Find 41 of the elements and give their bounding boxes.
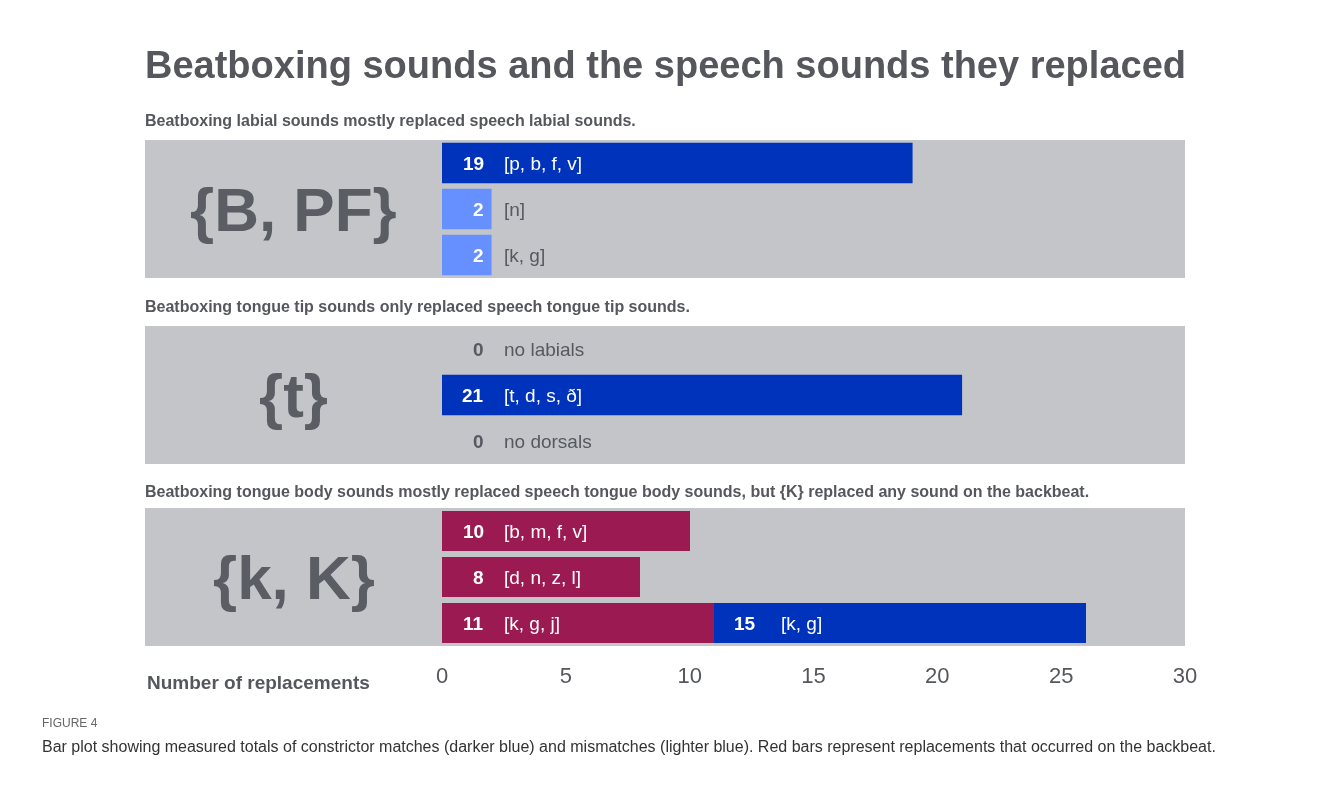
y-tick-label: [k, g, j] [504,613,560,634]
x-tick-label: 5 [559,663,572,688]
chart-subtitle: Beatboxing labial sounds mostly replaced speech labial sounds. [145,112,636,130]
bar [442,602,715,644]
bar [442,510,690,552]
annotation: [k, g] [781,613,823,634]
data-label: 2 [473,199,484,220]
x-tick-label: 30 [1172,663,1198,688]
data-label: 21 [462,385,484,406]
y-tick-label: [b, m, f, v] [504,521,588,542]
x-tick-label: 0 [435,663,449,688]
data-label: 2 [473,245,484,266]
y-tick-label: [t, d, s, ð] [504,385,583,406]
text: Bar plot showing measured totals of constrictor matches (darker blue) and mismatches (lighter blue). Red bars represent replacements that occurred on the backbeat. [42,737,1217,757]
data-label: 11 [463,613,484,634]
bar [442,556,641,598]
y-tick-label: [k, g] [504,245,546,266]
y-tick-label: [p, b, f, v] [504,153,583,174]
y-tick-label: [n] [504,199,526,220]
chart-subtitle: Beatboxing tongue body sounds mostly replaced speech tongue body sounds, but {K} replaced any sound on the backbeat. [145,483,1090,501]
chart-title: Beatboxing sounds and the speech sounds they replaced [145,44,1186,87]
data-label: 15 [734,613,756,634]
y-tick-label: no labials [504,339,585,360]
data-label: 10 [463,521,485,542]
y-axis-title: {t} [259,361,328,430]
x-tick-label: 10 [677,663,702,688]
y-axis-title: {B, PF} [190,175,397,244]
data-label: 8 [473,567,484,588]
x-tick-label: 20 [925,663,950,688]
y-axis-title: {k, K} [213,543,375,612]
data-label: 0 [473,431,484,452]
data-label: 19 [463,153,485,174]
bar [714,602,1086,644]
data-label: 0 [473,339,484,360]
caption: FIGURE 4 [42,716,99,730]
x-tick-label: 25 [1048,663,1074,688]
x-axis-title: Number of replacements [147,672,370,693]
y-tick-label: no dorsals [504,431,592,452]
chart-subtitle: Beatboxing tongue tip sounds only replaced speech tongue tip sounds. [145,298,690,316]
y-tick-label: [d, n, z, l] [504,567,582,588]
x-tick-label: 15 [801,663,826,688]
